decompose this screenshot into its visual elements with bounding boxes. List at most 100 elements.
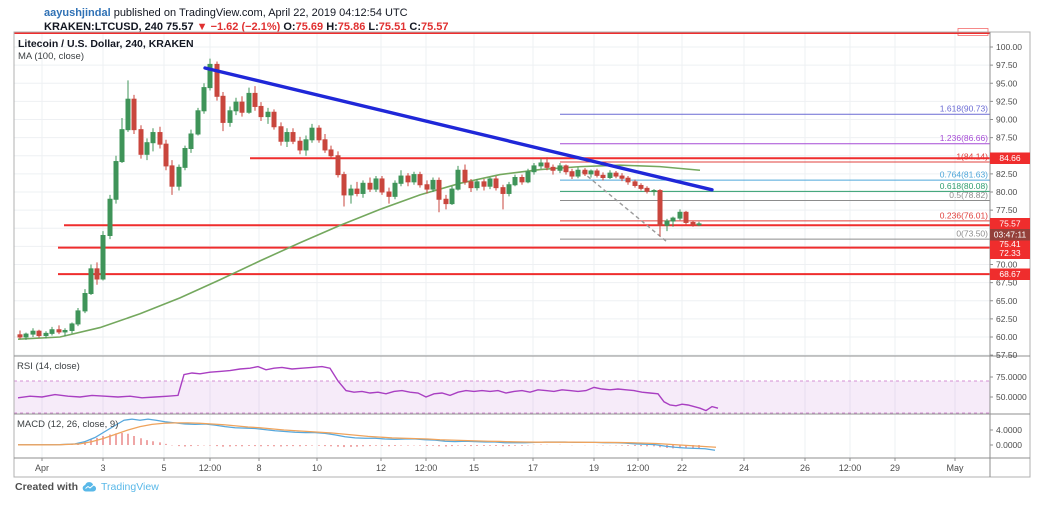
candle-body <box>303 139 309 151</box>
last-price-text: 75.57 <box>166 21 194 33</box>
fib-level-label: 1.236(86.66) <box>940 133 988 143</box>
time-tick-label: 5 <box>161 463 166 473</box>
price-tick-label: 57.50 <box>996 350 1018 360</box>
candle-body <box>449 188 455 205</box>
candle-body <box>138 129 144 155</box>
price-tick-label: 60.00 <box>996 332 1018 342</box>
candle-body <box>392 182 398 197</box>
time-tick-label: 3 <box>100 463 105 473</box>
candle-body <box>563 165 569 173</box>
candle-body <box>594 170 600 176</box>
candle-body <box>519 177 525 183</box>
candle-body <box>677 211 683 219</box>
bar-countdown-badge-text: 03:47:11 <box>994 230 1027 240</box>
created-with-text: Created with <box>15 481 79 493</box>
candle-body <box>182 148 188 168</box>
candle-body <box>550 166 556 171</box>
ohlc-l-key: L: <box>368 21 379 33</box>
fib-level-label: 0.5(78.82) <box>949 190 988 200</box>
candle-body <box>481 181 487 187</box>
fib-level-label: 0.618(80.08) <box>940 181 988 191</box>
candle-body <box>163 143 169 167</box>
candle-body <box>588 170 594 175</box>
trendline <box>203 66 714 192</box>
snapshot-header: aayushjindal published on TradingView.co… <box>44 7 449 34</box>
candle-body <box>607 172 613 178</box>
last-price-badge-text: 75.57 <box>999 219 1021 229</box>
candle-body <box>233 101 239 112</box>
ohlc-o-value: 75.69 <box>295 21 324 33</box>
candle-body <box>100 235 106 280</box>
candle-body <box>157 132 163 145</box>
macd-signal-line <box>18 422 717 448</box>
fib-level-label: 0.236(76.01) <box>940 210 988 220</box>
candle-body <box>557 165 563 171</box>
candle-body <box>354 188 360 194</box>
candle-body <box>23 333 29 338</box>
candle-body <box>569 171 575 177</box>
candle-body <box>144 142 150 155</box>
price-level-badge-text: 72.33 <box>999 248 1021 258</box>
candle-body <box>265 111 271 118</box>
price-tick-label: 92.50 <box>996 96 1018 106</box>
candle-body <box>538 162 544 167</box>
chart-legend: Litecoin / U.S. Dollar, 240, KRAKEN MA (… <box>18 38 194 63</box>
candle-body <box>455 169 461 190</box>
candle-body <box>82 293 88 312</box>
price-level-badge-text: 68.67 <box>999 269 1021 279</box>
ma100-line <box>17 164 701 340</box>
candle-body <box>62 329 68 333</box>
candle-body <box>113 161 119 200</box>
candle-body <box>246 92 252 113</box>
candle-body <box>582 169 588 175</box>
macd-pane-label: MACD (12, 26, close, 9) <box>17 419 119 430</box>
rsi-pane-label: RSI (14, close) <box>17 361 80 372</box>
footer: Created with TradingView <box>15 481 159 493</box>
price-tick-label: 70.00 <box>996 260 1018 270</box>
candle-body <box>575 169 581 177</box>
candle-body <box>239 101 245 113</box>
time-tick-label: 12:00 <box>627 463 650 473</box>
candle-body <box>252 92 258 107</box>
published-text: published on TradingView.com, April 22, … <box>110 7 408 19</box>
tradingview-brand-link[interactable]: TradingView <box>101 481 159 493</box>
price-tick-label: 77.50 <box>996 205 1018 215</box>
ohlc-c-key: C: <box>409 21 421 33</box>
price-tick-label: 62.50 <box>996 314 1018 324</box>
candle-body <box>341 174 347 196</box>
time-tick-label: 12:00 <box>199 463 222 473</box>
candle-body <box>227 110 233 123</box>
candle-body <box>201 87 207 112</box>
time-tick-label: 29 <box>890 463 900 473</box>
time-tick-label: May <box>946 463 964 473</box>
price-tick-label: 95.00 <box>996 78 1018 88</box>
candle-body <box>613 172 619 177</box>
candle-body <box>284 132 290 142</box>
author-link[interactable]: aayushjindal <box>44 7 111 19</box>
rsi-line <box>17 365 719 412</box>
macd-tick-label: 4.0000 <box>996 425 1022 435</box>
candle-body <box>531 165 537 173</box>
candle-body <box>36 330 42 337</box>
ma-legend: MA (100, close) <box>18 51 84 62</box>
candle-body <box>131 98 137 131</box>
candle-body <box>525 171 531 183</box>
ohlc-l-value: 75.51 <box>378 21 407 33</box>
candle-body <box>651 190 657 193</box>
time-tick-label: 22 <box>677 463 687 473</box>
candle-body <box>398 175 404 184</box>
candle-body <box>30 330 36 335</box>
candle-body <box>88 268 94 295</box>
price-tick-label: 80.00 <box>996 187 1018 197</box>
fib-level-label: 1(84.14) <box>956 151 988 161</box>
candle-body <box>278 126 284 142</box>
symbol-line: KRAKEN:LTCUSD, 240 75.57 ▼ −1.62 (−2.1%)… <box>44 21 449 34</box>
candle-body <box>348 188 354 196</box>
ohlc-h-key: H: <box>326 21 338 33</box>
candle-body <box>176 166 182 187</box>
ohlc-h-value: 75.86 <box>337 21 366 33</box>
candle-body <box>386 191 392 197</box>
candle-body <box>506 184 512 194</box>
rsi-band <box>14 381 990 413</box>
